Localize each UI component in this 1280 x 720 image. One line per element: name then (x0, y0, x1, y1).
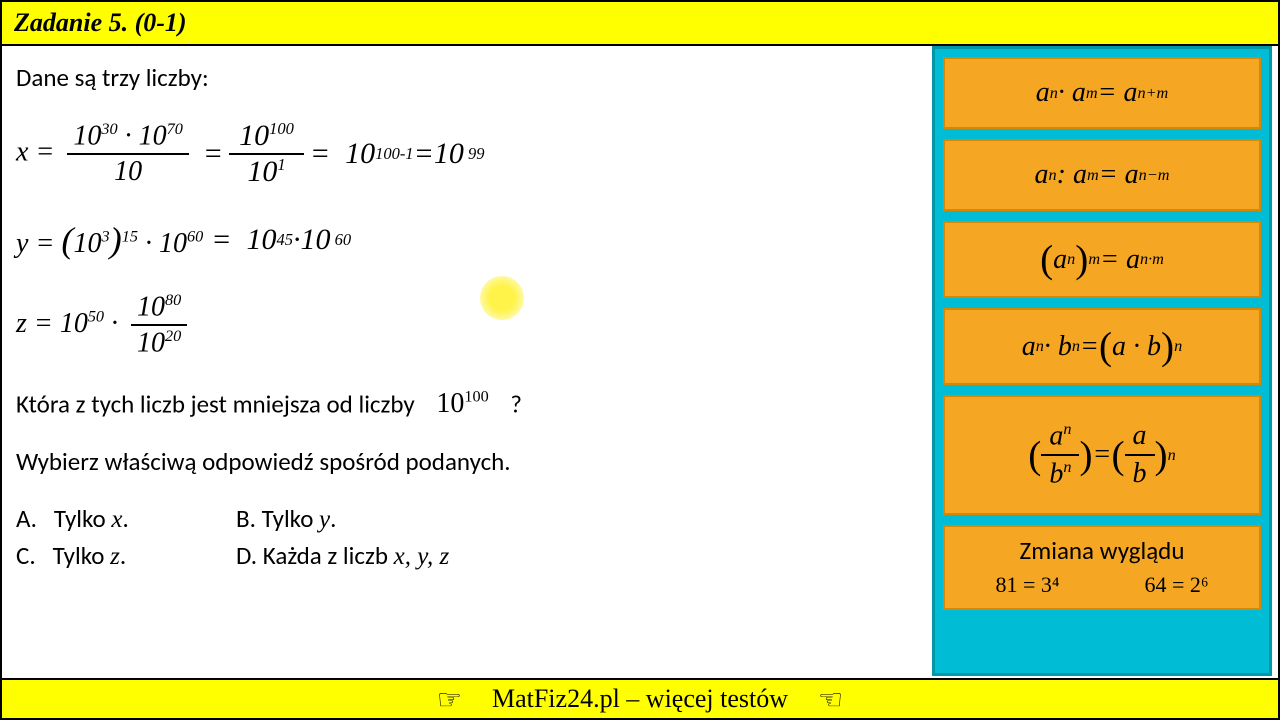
footer-text: MatFiz24.pl – więcej testów (492, 684, 788, 714)
formula-sidebar: an · am = an+m an : am = an−m (an)m = an… (932, 46, 1272, 676)
footer-bar[interactable]: ☞ MatFiz24.pl – więcej testów ☜ (2, 678, 1278, 718)
formula-1[interactable]: an · am = an+m (943, 57, 1261, 129)
formula-3[interactable]: (an)m = an·m (943, 221, 1261, 298)
eq-y-handwriting: = 1045 · 10 60 (211, 223, 351, 257)
change-appearance-box[interactable]: Zmiana wyglądu 81 = 3⁴ 64 = 2⁶ (943, 525, 1261, 610)
main-area: Dane są trzy liczby: x = 1030 · 1070 10 … (2, 46, 1278, 682)
answer-B[interactable]: B. Tylko y. (236, 503, 336, 534)
pointer-right-icon: ☞ (437, 683, 462, 716)
pointer-left-icon: ☜ (818, 683, 843, 716)
eq-x-lhs: x = 1030 · 1070 10 (16, 120, 195, 188)
change-ex1: 81 = 3⁴ (995, 572, 1059, 598)
intro-text: Dane są trzy liczby: (16, 62, 912, 93)
equation-x: x = 1030 · 1070 10 = 10100 101 = 10100-1… (16, 119, 912, 189)
cursor-highlight (480, 276, 524, 320)
formula-2[interactable]: an : am = an−m (943, 139, 1261, 211)
formula-5[interactable]: (anbn) = (ab)n (943, 395, 1261, 515)
task-header: Zadanie 5. (0-1) (2, 2, 1278, 46)
change-title: Zmiana wyglądu (953, 535, 1251, 566)
formula-4[interactable]: an · bn = (a · b)n (943, 308, 1261, 385)
eq-x-handwriting: = 10100 101 = 10100-1 = 10 99 (203, 119, 485, 189)
equation-y: y = (103)15 · 1060 = 1045 · 10 60 (16, 219, 912, 261)
answer-A[interactable]: A. Tylko x. (16, 503, 236, 534)
question-text: Która z tych liczb jest mniejsza od licz… (16, 388, 912, 420)
change-ex2: 64 = 2⁶ (1144, 572, 1208, 598)
content-area: Dane są trzy liczby: x = 1030 · 1070 10 … (2, 46, 932, 682)
answer-D[interactable]: D. Każda z liczb x, y, z (236, 540, 449, 571)
task-title: Zadanie 5. (0-1) (14, 8, 187, 37)
instruction-text: Wybierz właściwą odpowiedź spośród podan… (16, 446, 912, 477)
eq-z-lhs: z = 1050 · 1080 1020 (16, 291, 193, 360)
answer-C[interactable]: C. Tylko z. (16, 540, 236, 571)
answers-block: A. Tylko x. B. Tylko y. C. Tylko z. D. K… (16, 503, 912, 571)
eq-y-lhs: y = (103)15 · 1060 (16, 219, 203, 261)
equation-z: z = 1050 · 1080 1020 (16, 291, 912, 360)
